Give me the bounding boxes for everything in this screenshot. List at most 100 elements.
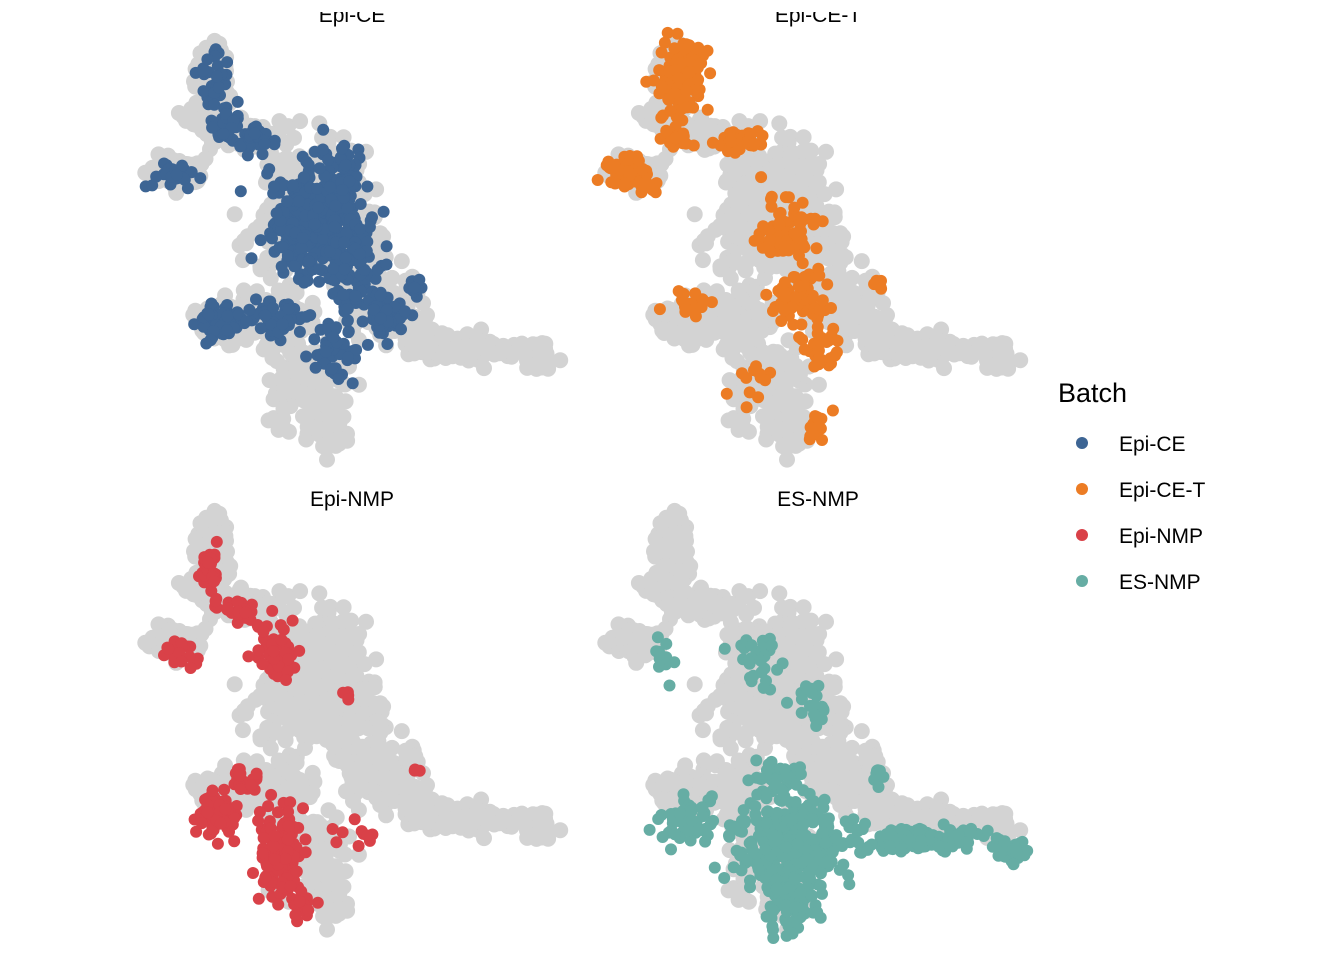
cell-point xyxy=(660,124,673,137)
cell-point xyxy=(337,288,350,301)
cell-point xyxy=(197,85,210,98)
cell-point xyxy=(830,346,843,359)
cell-point xyxy=(662,93,675,106)
cell-point xyxy=(720,387,733,400)
cell-point xyxy=(697,294,710,307)
cell-point xyxy=(256,148,269,161)
cell-point xyxy=(831,334,844,347)
background-cell-point xyxy=(657,150,674,167)
cell-point xyxy=(767,305,779,317)
cell-point xyxy=(346,377,359,390)
cell-point xyxy=(354,198,367,210)
cell-point xyxy=(826,404,839,417)
background-cell-point xyxy=(803,142,820,159)
background-cell-point xyxy=(989,336,1006,353)
cell-point xyxy=(748,137,761,150)
cell-point xyxy=(354,223,367,235)
cell-point xyxy=(293,325,306,338)
cell-point xyxy=(363,221,376,233)
cell-point xyxy=(740,401,753,414)
cell-point xyxy=(302,255,315,268)
background-cell-point xyxy=(170,575,187,591)
cell-point xyxy=(788,227,801,240)
cell-point xyxy=(293,195,305,208)
background-cell-point xyxy=(315,421,332,438)
cell-point xyxy=(340,227,353,240)
background-cell-point xyxy=(687,120,704,137)
background-cell-point xyxy=(724,206,741,223)
cell-point xyxy=(288,260,301,273)
cell-point xyxy=(773,218,786,231)
cell-point xyxy=(248,127,261,140)
background-cell-point xyxy=(725,303,742,320)
cell-point xyxy=(750,360,762,373)
cell-point xyxy=(778,241,791,253)
background-cell-point xyxy=(292,113,309,130)
cell-point xyxy=(234,185,247,198)
cell-point xyxy=(664,104,677,117)
cell-point xyxy=(309,361,322,374)
cell-point xyxy=(297,171,310,184)
cell-point xyxy=(322,153,335,166)
cell-point xyxy=(241,149,254,162)
cell-point xyxy=(653,303,666,316)
background-cell-point xyxy=(686,206,703,223)
cell-point xyxy=(324,181,336,193)
cell-point xyxy=(298,276,311,289)
cell-point xyxy=(267,302,280,314)
background-cell-point xyxy=(235,282,252,299)
cell-point xyxy=(313,263,326,276)
cell-point xyxy=(313,275,326,288)
cell-point xyxy=(350,344,363,356)
cell-point xyxy=(254,234,267,247)
cell-point xyxy=(243,303,256,316)
cell-point xyxy=(327,331,340,344)
cell-point xyxy=(338,263,351,276)
cell-point xyxy=(353,248,366,261)
cell-point xyxy=(317,123,330,136)
background-cell-point xyxy=(317,397,334,414)
background-cell-point xyxy=(779,451,795,468)
cell-point xyxy=(295,241,308,254)
cell-point xyxy=(150,170,163,183)
background-cell-point xyxy=(197,150,214,167)
cell-point xyxy=(760,241,772,254)
cell-point xyxy=(821,278,834,291)
cell-point xyxy=(212,81,225,94)
cell-point xyxy=(329,199,342,212)
background-cell-point xyxy=(475,340,492,356)
cell-point xyxy=(275,260,288,273)
cell-point xyxy=(591,174,604,186)
cell-point xyxy=(319,345,332,358)
cell-point xyxy=(361,235,374,248)
background-cell-point xyxy=(234,722,251,739)
cell-point xyxy=(356,315,369,328)
background-cell-point xyxy=(749,305,765,322)
cell-point xyxy=(812,262,825,275)
background-cell-point xyxy=(722,270,739,287)
cell-point xyxy=(206,121,219,134)
cell-point xyxy=(632,154,645,167)
cell-point xyxy=(704,67,717,80)
cell-point xyxy=(374,289,387,302)
cell-point xyxy=(875,282,888,295)
cell-point xyxy=(282,303,295,315)
cell-point xyxy=(775,315,788,327)
background-cell-point xyxy=(783,437,800,454)
background-cell-point xyxy=(755,344,772,361)
cell-point xyxy=(677,130,690,143)
cell-point xyxy=(176,159,189,172)
cell-point xyxy=(194,172,207,185)
background-cell-point xyxy=(304,294,321,311)
background-cell-point xyxy=(529,336,546,353)
cell-point xyxy=(332,373,345,385)
cell-point xyxy=(640,75,653,88)
cell-point xyxy=(789,291,802,304)
background-cell-point xyxy=(771,115,788,132)
cell-point xyxy=(286,179,299,192)
background-cell-point xyxy=(730,334,747,351)
cell-point xyxy=(341,302,354,315)
background-cell-point xyxy=(725,252,742,269)
cell-point xyxy=(198,320,211,333)
